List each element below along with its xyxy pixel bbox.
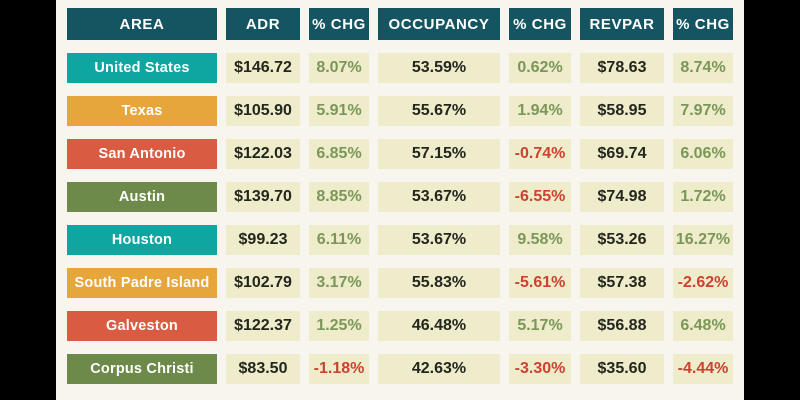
occupancy-chg-cell: -3.30% — [509, 354, 571, 384]
adr-cell: $83.50 — [226, 354, 300, 384]
area-cell: Austin — [67, 182, 217, 212]
adr-cell: $102.79 — [226, 268, 300, 298]
occupancy-cell: 53.67% — [378, 225, 500, 255]
occupancy-chg-cell: 0.62% — [509, 53, 571, 83]
header-revpar: REVPAR — [580, 8, 664, 40]
adr-cell: $146.72 — [226, 53, 300, 83]
adr-cell: $139.70 — [226, 182, 300, 212]
revpar-cell: $53.26 — [580, 225, 664, 255]
adr-chg-cell: 1.25% — [309, 311, 369, 341]
adr-chg-cell: 6.85% — [309, 139, 369, 169]
occupancy-cell: 57.15% — [378, 139, 500, 169]
revpar-cell: $58.95 — [580, 96, 664, 126]
occupancy-chg-cell: -5.61% — [509, 268, 571, 298]
adr-chg-cell: 3.17% — [309, 268, 369, 298]
adr-chg-cell: 8.85% — [309, 182, 369, 212]
adr-chg-cell: -1.18% — [309, 354, 369, 384]
metrics-table: AREA ADR % CHG OCCUPANCY % CHG REVPAR % … — [67, 8, 733, 384]
revpar-cell: $57.38 — [580, 268, 664, 298]
header-occupancy: OCCUPANCY — [378, 8, 500, 40]
header-revpar-chg: % CHG — [673, 8, 733, 40]
occupancy-chg-cell: -0.74% — [509, 139, 571, 169]
revpar-chg-cell: 6.48% — [673, 311, 733, 341]
adr-cell: $105.90 — [226, 96, 300, 126]
occupancy-cell: 55.67% — [378, 96, 500, 126]
header-occupancy-chg: % CHG — [509, 8, 571, 40]
revpar-chg-cell: 8.74% — [673, 53, 733, 83]
revpar-chg-cell: -4.44% — [673, 354, 733, 384]
revpar-cell: $56.88 — [580, 311, 664, 341]
occupancy-chg-cell: 1.94% — [509, 96, 571, 126]
adr-cell: $122.03 — [226, 139, 300, 169]
header-adr-chg: % CHG — [309, 8, 369, 40]
area-cell: Texas — [67, 96, 217, 126]
adr-cell: $122.37 — [226, 311, 300, 341]
revpar-chg-cell: 1.72% — [673, 182, 733, 212]
occupancy-chg-cell: 5.17% — [509, 311, 571, 341]
occupancy-cell: 42.63% — [378, 354, 500, 384]
revpar-chg-cell: 16.27% — [673, 225, 733, 255]
occupancy-cell: 46.48% — [378, 311, 500, 341]
table-canvas: AREA ADR % CHG OCCUPANCY % CHG REVPAR % … — [56, 0, 744, 400]
occupancy-cell: 53.59% — [378, 53, 500, 83]
area-cell: San Antonio — [67, 139, 217, 169]
area-cell: Galveston — [67, 311, 217, 341]
adr-chg-cell: 8.07% — [309, 53, 369, 83]
revpar-chg-cell: -2.62% — [673, 268, 733, 298]
header-adr: ADR — [226, 8, 300, 40]
revpar-chg-cell: 6.06% — [673, 139, 733, 169]
area-cell: South Padre Island — [67, 268, 217, 298]
adr-chg-cell: 5.91% — [309, 96, 369, 126]
header-area: AREA — [67, 8, 217, 40]
occupancy-chg-cell: -6.55% — [509, 182, 571, 212]
occupancy-cell: 55.83% — [378, 268, 500, 298]
revpar-cell: $69.74 — [580, 139, 664, 169]
area-cell: Houston — [67, 225, 217, 255]
area-cell: Corpus Christi — [67, 354, 217, 384]
revpar-cell: $78.63 — [580, 53, 664, 83]
revpar-cell: $35.60 — [580, 354, 664, 384]
occupancy-cell: 53.67% — [378, 182, 500, 212]
revpar-chg-cell: 7.97% — [673, 96, 733, 126]
revpar-cell: $74.98 — [580, 182, 664, 212]
adr-cell: $99.23 — [226, 225, 300, 255]
occupancy-chg-cell: 9.58% — [509, 225, 571, 255]
area-cell: United States — [67, 53, 217, 83]
adr-chg-cell: 6.11% — [309, 225, 369, 255]
